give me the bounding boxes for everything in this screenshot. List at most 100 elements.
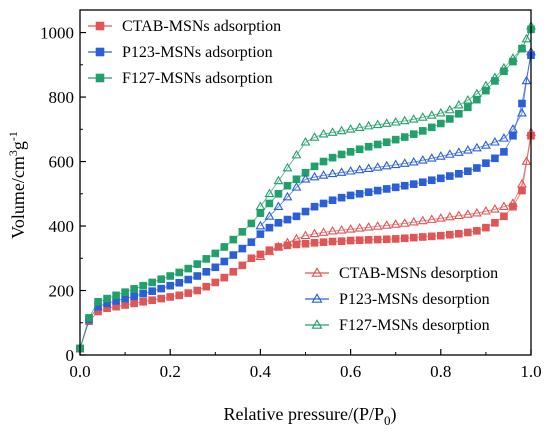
series-2 [76, 51, 535, 353]
legend-item: P123-MSNs adsorption [88, 44, 273, 61]
data-point [400, 234, 409, 243]
y-axis: 0 200 400 600 800 1000 [40, 24, 86, 365]
data-point [354, 223, 365, 232]
x-tick-label: 0.8 [430, 362, 451, 381]
data-point [157, 284, 165, 293]
data-point [274, 219, 283, 227]
data-point [139, 281, 147, 290]
data-point [363, 222, 374, 231]
data-point [202, 282, 211, 291]
data-point [301, 239, 310, 248]
data-point [354, 164, 365, 174]
legend-label: CTAB-MSNs adsorption [122, 18, 281, 35]
data-point [462, 145, 473, 154]
data-point [166, 293, 174, 301]
y-tick-label: 1000 [40, 24, 74, 43]
legend-swatch-marker [311, 267, 323, 277]
data-point [255, 201, 266, 211]
x-tick-label: 1.0 [520, 362, 541, 381]
data-point [148, 278, 156, 287]
x-axis-title-subscript: 0 [384, 413, 391, 428]
x-tick-label: 0.4 [250, 362, 272, 381]
data-point [336, 224, 347, 234]
data-point [94, 297, 102, 306]
legend-swatch-marker [311, 293, 323, 303]
data-point [500, 212, 508, 221]
data-point [148, 296, 156, 304]
data-point [436, 174, 445, 183]
data-point [292, 175, 301, 184]
data-point [489, 136, 500, 146]
y-tick-label: 200 [49, 282, 75, 301]
data-point [408, 114, 419, 123]
x-tick-label: 0.6 [340, 362, 361, 381]
data-point [336, 125, 347, 135]
data-point [471, 142, 482, 152]
data-point [300, 230, 311, 240]
data-point [229, 235, 238, 244]
data-point [373, 186, 382, 195]
legend-swatch-marker [95, 47, 105, 57]
data-point [491, 219, 499, 227]
data-point [508, 53, 518, 62]
y-axis-title-sup2: -1 [6, 131, 20, 141]
legend-swatch-marker [95, 21, 105, 31]
data-point [436, 119, 445, 128]
data-point [328, 153, 337, 162]
data-point [418, 233, 427, 241]
y-tick-label: 0 [66, 346, 75, 365]
y-axis-title-sup1: 3 [6, 150, 20, 156]
data-point [480, 140, 491, 149]
data-point [211, 278, 220, 287]
data-point [489, 204, 500, 213]
data-point [400, 181, 409, 190]
legend-item: CTAB-MSNs adsorption [88, 18, 281, 35]
data-point [480, 205, 491, 215]
series-6 [255, 20, 536, 211]
data-point [464, 167, 472, 176]
data-point [381, 118, 392, 127]
data-point [193, 286, 202, 295]
data-point [517, 178, 527, 188]
data-point [112, 291, 120, 300]
legend-label: P123-MSNs desorption [339, 291, 490, 308]
data-point [274, 189, 283, 198]
data-point [444, 104, 455, 114]
data-point [337, 193, 346, 202]
data-point [455, 169, 463, 178]
data-point [417, 112, 428, 121]
data-point [309, 132, 320, 141]
data-point [462, 209, 473, 218]
data-point [453, 210, 464, 220]
data-point [417, 215, 428, 225]
data-point [489, 72, 500, 82]
data-point [446, 230, 454, 239]
x-tick-label: 0.0 [69, 362, 90, 381]
data-point [446, 172, 454, 180]
data-point [85, 314, 93, 322]
data-point [264, 246, 275, 256]
data-point [166, 281, 174, 290]
data-point [139, 297, 147, 306]
data-point [391, 183, 400, 192]
data-point [426, 153, 437, 162]
data-point [427, 176, 436, 185]
data-point [482, 159, 490, 167]
data-point [184, 264, 193, 273]
data-point [175, 278, 184, 287]
data-point [518, 99, 526, 108]
data-point [444, 211, 455, 221]
data-point [202, 255, 211, 263]
data-point [373, 235, 382, 244]
data-point [318, 128, 329, 138]
data-point [482, 86, 490, 95]
data-point [473, 227, 481, 235]
data-point [327, 127, 338, 136]
data-point [354, 122, 365, 132]
legend-label: CTAB-MSNs desorption [339, 265, 498, 282]
data-point [148, 287, 156, 295]
x-tick-label: 0.2 [160, 362, 181, 381]
data-point [426, 214, 437, 223]
data-point [175, 268, 184, 277]
